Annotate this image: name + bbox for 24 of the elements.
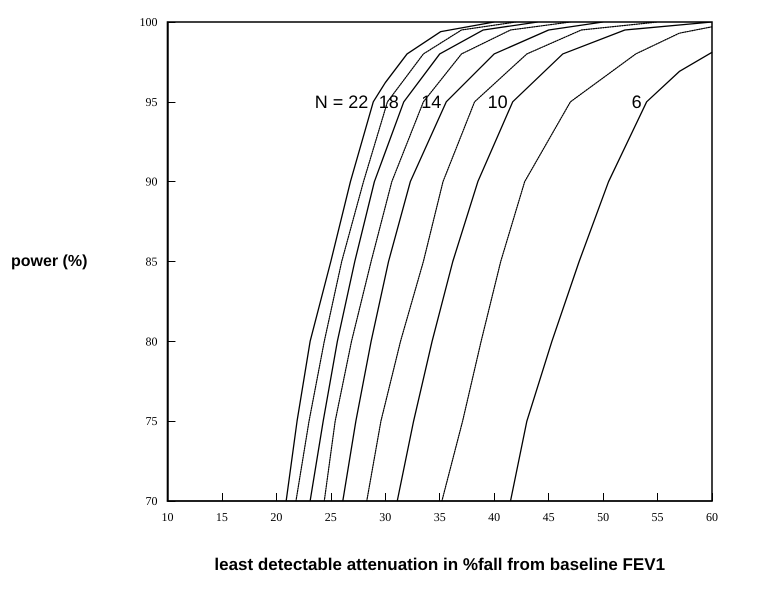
x-tick-label: 55 (652, 510, 664, 524)
y-tick-label: 90 (145, 174, 158, 189)
x-tick-label: 20 (270, 510, 282, 524)
x-tick-label: 30 (379, 510, 392, 524)
y-tick-label: 80 (145, 334, 158, 348)
x-axis-title: least detectable attenuation in %fall from baseline FEV1 (214, 555, 666, 574)
annotation: 14 (421, 92, 442, 112)
x-tick-label: 15 (216, 510, 228, 524)
annotation: N = 22 (314, 92, 368, 112)
x-tick-label: 60 (706, 510, 718, 524)
y-tick-label: 85 (145, 254, 158, 268)
y-tick-label: 95 (145, 94, 158, 109)
x-tick-label: 35 (434, 510, 446, 524)
annotation: 6 (632, 92, 642, 112)
x-tick-label: 45 (542, 510, 555, 524)
y-tick-label: 70 (145, 494, 158, 508)
x-tick-label: 50 (597, 510, 610, 524)
y-tick-label: 100 (139, 15, 158, 29)
annotation: 10 (488, 92, 508, 112)
y-axis-title: power (%) (10, 253, 88, 270)
x-tick-label: 25 (324, 510, 337, 524)
x-tick-label: 40 (488, 510, 500, 524)
x-tick-label: 10 (161, 510, 174, 524)
y-tick-label: 75 (145, 414, 158, 428)
